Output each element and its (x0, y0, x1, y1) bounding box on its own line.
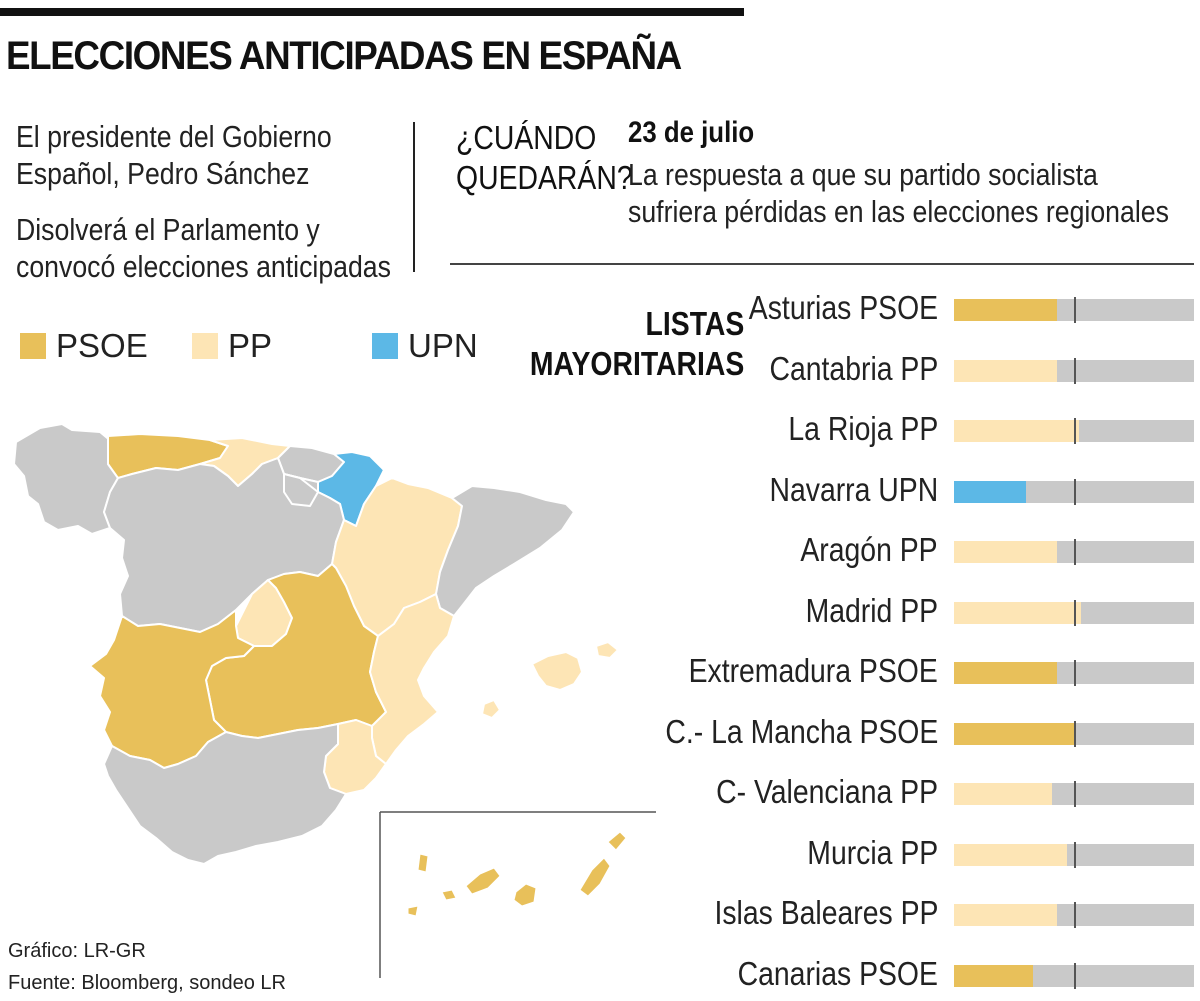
page-title: ELECCIONES ANTICIPADAS EN ESPAÑA (6, 34, 682, 78)
region-andalusia (103, 723, 347, 865)
top-rule (0, 8, 744, 16)
island-fuerteventura (579, 857, 611, 897)
bar (954, 843, 1067, 866)
bar-track (954, 781, 1194, 807)
bar-label: Extremadura PSOE (688, 652, 938, 689)
majority-marker (1074, 841, 1076, 868)
legend-item-upn: UPN (372, 327, 478, 364)
bar (954, 541, 1057, 563)
region-catalonia (435, 485, 575, 617)
island-la-gomera (441, 889, 457, 901)
chart-section-label: LISTAS MAYORITARIAS (495, 304, 744, 384)
bar-label: Madrid PP (805, 591, 938, 629)
when-desc-line-2: sufriera pérdidas en las elecciones regi… (628, 194, 1169, 229)
bar-track (954, 297, 1194, 323)
bar-label: Islas Baleares PP (713, 894, 938, 931)
legend-label-upn: UPN (408, 327, 478, 364)
legend-item-pp: PP (192, 327, 273, 364)
bar (954, 964, 1033, 987)
majority-marker (1074, 478, 1076, 505)
intro-line-1: El presidente del Gobierno (16, 119, 332, 154)
chart-section-label-line-2: MAYORITARIAS (529, 345, 744, 382)
majority-marker (1074, 781, 1076, 807)
chart-section-label-line-1: LISTAS (645, 305, 744, 342)
credit-grafico: Gráfico: LR-GR (8, 940, 146, 962)
majority-marker (1074, 660, 1076, 686)
when-desc-line-1: La respuesta a que su partido socialista (628, 157, 1098, 192)
intro-line-2: Español, Pedro Sánchez (16, 156, 310, 191)
bar-track (954, 720, 1194, 747)
bar-track (954, 418, 1194, 444)
bar-label: La Rioja PP (788, 410, 938, 447)
bar-label: Navarra UPN (769, 470, 938, 508)
region-la-rioja (283, 473, 319, 507)
bar-track (954, 357, 1194, 384)
region-balearic-menorca (595, 641, 619, 659)
intro-text-1: El presidente del Gobierno Español, Pedr… (16, 118, 383, 192)
canarias-inset-frame (379, 811, 656, 978)
when-question-line-1: ¿CUÁNDO (456, 119, 597, 156)
island-lanzarote (607, 831, 627, 851)
legend-label-pp: PP (228, 327, 273, 364)
majority-marker (1074, 962, 1076, 989)
election-date: 23 de julio (628, 116, 755, 149)
bar (954, 299, 1057, 321)
when-question: ¿CUÁNDO QUEDARÁN? (456, 118, 661, 198)
intro-line-4: convocó elecciones anticipadas (16, 249, 391, 284)
bar (954, 420, 1079, 442)
bar-track (954, 599, 1194, 626)
majority-marker (1074, 599, 1076, 626)
island-el-hierro (407, 905, 419, 917)
divider-vertical (413, 122, 415, 272)
legend-item-psoe: PSOE (20, 327, 148, 364)
bar (954, 662, 1057, 684)
spain-map (13, 423, 656, 978)
when-description: La respuesta a que su partido socialista… (628, 156, 1200, 230)
legend-label-psoe: PSOE (56, 327, 148, 364)
bar-label: Cantabria PP (769, 349, 938, 387)
bar-label: Asturias PSOE (748, 289, 938, 326)
bar-label: Aragón PP (800, 531, 938, 568)
island-la-palma (417, 853, 429, 873)
majority-marker (1074, 297, 1076, 323)
island-tenerife (465, 867, 501, 895)
bar-track (954, 841, 1194, 868)
legend-swatch-pp (192, 333, 218, 359)
intro-text-2: Disolverá el Parlamento y convocó elecci… (16, 211, 452, 285)
intro-line-3: Disolverá el Parlamento y (16, 212, 320, 247)
bar-label: C.- La Mancha PSOE (665, 712, 938, 750)
bar (954, 601, 1081, 624)
region-valenciana (369, 593, 455, 765)
bar (954, 783, 1052, 805)
when-question-line-2: QUEDARÁN? (456, 159, 633, 196)
legend-swatch-upn (372, 333, 398, 359)
region-extremadura (89, 609, 255, 769)
bar-track (954, 539, 1194, 565)
majority-marker (1074, 418, 1076, 444)
majority-marker (1074, 720, 1076, 747)
bar (954, 904, 1057, 926)
region-balearic-mallorca (531, 651, 583, 691)
canary-islands (407, 831, 627, 917)
bar-label: Murcia PP (807, 833, 938, 871)
bar-label: Canarias PSOE (737, 954, 938, 992)
bar-track (954, 478, 1194, 505)
bar (954, 359, 1057, 382)
region-balearic-ibiza (481, 699, 501, 719)
bar-track (954, 660, 1194, 686)
majority-marker (1074, 539, 1076, 565)
credit-fuente: Fuente: Bloomberg, sondeo LR (8, 972, 286, 994)
bar-track (954, 962, 1194, 989)
majority-marker (1074, 902, 1076, 928)
bar (954, 722, 1076, 745)
majority-marker (1074, 357, 1076, 384)
bar (954, 480, 1026, 503)
divider-horizontal (450, 263, 1194, 265)
legend-swatch-psoe (20, 333, 46, 359)
region-galicia (13, 423, 119, 535)
bar-track (954, 902, 1194, 928)
island-gran-canaria (513, 883, 537, 907)
bar-label: C- Valenciana PP (716, 773, 938, 810)
